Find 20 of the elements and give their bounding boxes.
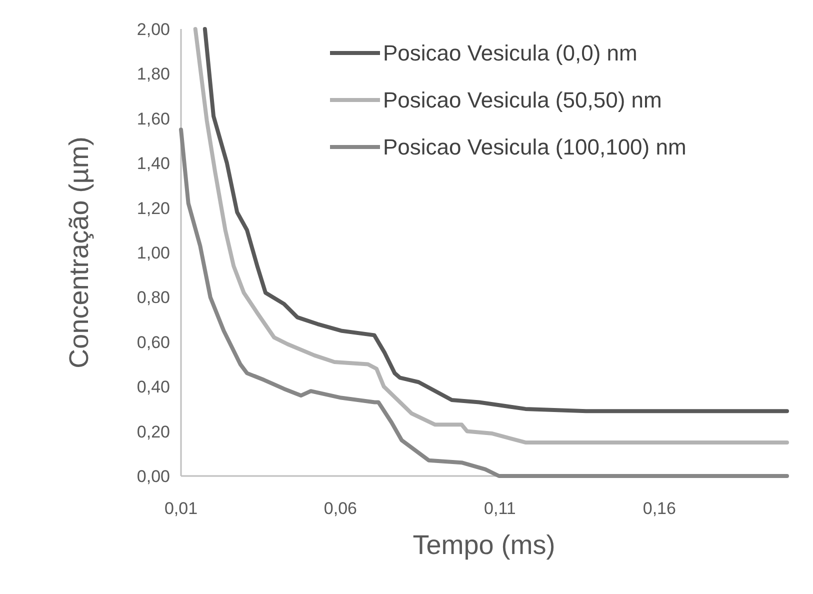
y-tick-label: 1,40 [136, 154, 170, 174]
y-tick-label: 0,00 [136, 466, 170, 486]
x-tick-label: 0,01 [164, 499, 198, 518]
y-tick-label: 0,80 [136, 288, 170, 308]
x-tick-label: 0,11 [484, 499, 516, 518]
y-tick-label: 0,20 [136, 422, 170, 442]
x-tick-label: 0,06 [324, 499, 358, 518]
legend-label: Posicao Vesicula (100,100) nm [383, 134, 686, 160]
y-tick-label: 1,00 [136, 243, 170, 262]
x-axis-title: Tempo (ms) [412, 530, 556, 560]
y-tick-label: 0,60 [136, 332, 170, 352]
y-axis-title: Concentração (µm) [64, 136, 94, 368]
y-tick-label: 1,60 [136, 109, 170, 128]
legend-label: Posicao Vesicula (50,50) nm [383, 88, 662, 113]
y-tick-label: 2,00 [136, 20, 170, 39]
y-tick-label: 1,20 [136, 198, 170, 218]
y-tick-label: 1,80 [136, 64, 170, 84]
legend-label: Posicao Vesicula (0,0) nm [383, 40, 638, 66]
y-tick-label: 0,40 [136, 378, 170, 397]
x-tick-label: 0,16 [642, 499, 676, 518]
